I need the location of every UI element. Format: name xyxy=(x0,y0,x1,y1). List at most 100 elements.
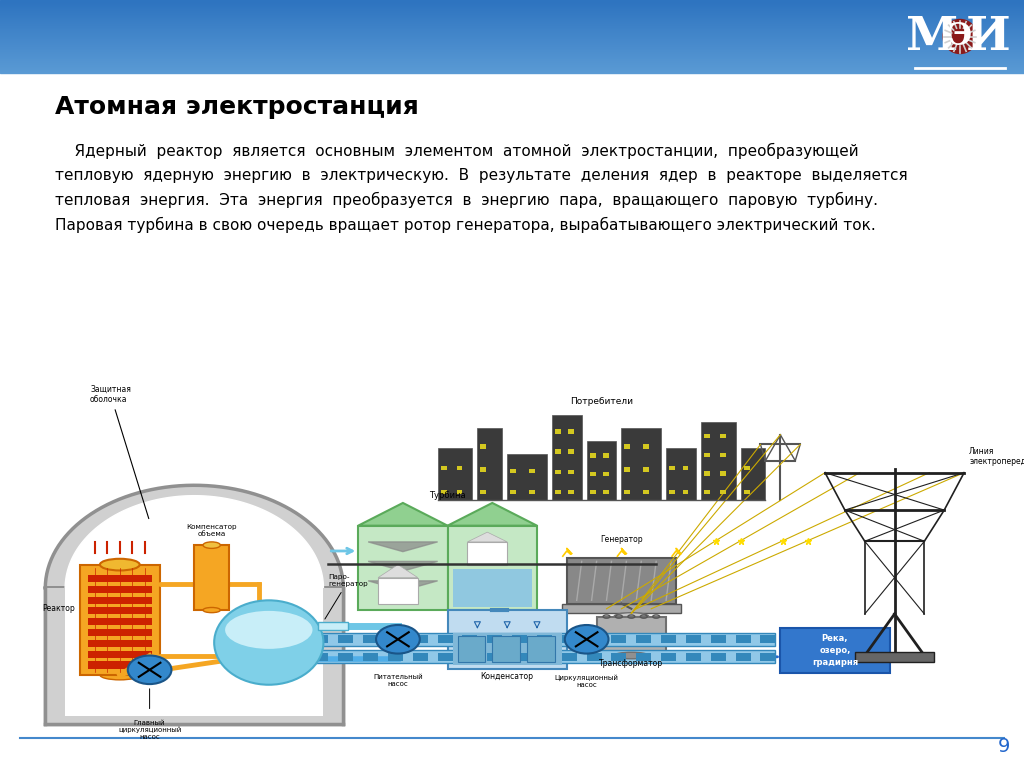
Bar xyxy=(711,653,726,660)
Bar xyxy=(568,490,574,495)
Bar xyxy=(264,653,279,660)
Bar xyxy=(88,650,152,657)
Bar xyxy=(338,635,353,643)
Bar xyxy=(528,490,535,495)
Bar xyxy=(720,490,726,495)
Bar xyxy=(552,415,582,500)
Polygon shape xyxy=(0,34,1024,35)
Bar xyxy=(289,653,303,660)
Bar xyxy=(457,465,463,470)
Bar xyxy=(338,653,353,660)
Bar xyxy=(88,597,152,604)
Bar xyxy=(562,635,577,643)
Bar xyxy=(590,453,596,458)
Bar xyxy=(636,653,651,660)
Polygon shape xyxy=(0,63,1024,64)
Bar xyxy=(780,627,890,673)
Bar xyxy=(195,545,229,610)
Polygon shape xyxy=(0,1,1024,2)
Polygon shape xyxy=(447,503,537,525)
Polygon shape xyxy=(0,10,1024,11)
Polygon shape xyxy=(0,0,1024,1)
Bar xyxy=(611,653,627,660)
Bar xyxy=(437,635,453,643)
Text: Реактор: Реактор xyxy=(42,604,75,614)
Bar xyxy=(440,490,446,495)
Polygon shape xyxy=(0,58,1024,59)
Bar xyxy=(458,636,485,662)
Bar xyxy=(80,564,160,675)
Polygon shape xyxy=(0,67,1024,68)
Bar xyxy=(512,635,527,643)
Polygon shape xyxy=(0,22,1024,23)
Bar xyxy=(625,467,631,472)
Bar xyxy=(264,635,279,643)
Polygon shape xyxy=(0,23,1024,24)
Bar xyxy=(88,586,152,593)
Bar xyxy=(703,490,710,495)
Bar xyxy=(611,635,627,643)
Bar xyxy=(555,490,561,495)
Bar xyxy=(855,652,934,662)
Bar xyxy=(643,445,649,449)
Polygon shape xyxy=(0,35,1024,37)
Bar xyxy=(703,434,710,439)
Text: Генератор: Генератор xyxy=(600,535,643,544)
Bar xyxy=(568,429,574,434)
Bar xyxy=(463,635,477,643)
Polygon shape xyxy=(0,71,1024,72)
Text: Ядерный  реактор  является  основным  элементом  атомной  электростанции,  преоб: Ядерный реактор является основным элемен… xyxy=(55,143,907,233)
Bar xyxy=(378,578,418,604)
Polygon shape xyxy=(0,54,1024,55)
Bar xyxy=(512,653,527,660)
Ellipse shape xyxy=(100,559,139,571)
Bar xyxy=(700,422,735,500)
Bar xyxy=(66,588,324,723)
Bar xyxy=(528,468,535,473)
Bar xyxy=(622,429,662,500)
Bar xyxy=(636,635,651,643)
Bar xyxy=(45,716,343,723)
Bar xyxy=(477,429,502,500)
Bar xyxy=(667,448,696,500)
Text: Трансформатор: Трансформатор xyxy=(599,659,664,667)
Bar xyxy=(88,618,152,625)
Bar xyxy=(625,445,631,449)
Bar xyxy=(740,448,766,500)
Text: Потребители: Потребители xyxy=(570,396,633,406)
Polygon shape xyxy=(369,542,437,551)
Bar xyxy=(643,467,649,472)
Bar xyxy=(703,472,710,476)
Text: Конденсатор: Конденсатор xyxy=(480,672,534,680)
Bar xyxy=(480,467,486,472)
Bar xyxy=(603,472,609,476)
Polygon shape xyxy=(0,41,1024,42)
Polygon shape xyxy=(0,68,1024,69)
Polygon shape xyxy=(0,33,1024,34)
Bar xyxy=(358,525,447,610)
Bar xyxy=(453,633,562,665)
Polygon shape xyxy=(0,15,1024,16)
Bar xyxy=(440,465,446,470)
Bar xyxy=(88,607,152,614)
Bar xyxy=(229,633,775,646)
Polygon shape xyxy=(369,561,437,571)
Polygon shape xyxy=(0,57,1024,58)
Bar xyxy=(493,636,520,662)
Ellipse shape xyxy=(614,613,649,621)
Polygon shape xyxy=(358,503,447,525)
Polygon shape xyxy=(0,25,1024,26)
Bar xyxy=(720,434,726,439)
Polygon shape xyxy=(0,31,1024,32)
Text: И: И xyxy=(966,14,1011,59)
Polygon shape xyxy=(0,47,1024,48)
Bar xyxy=(457,490,463,495)
Text: Атомная электростанция: Атомная электростанция xyxy=(55,95,419,119)
Bar xyxy=(364,635,378,643)
Text: Главный
циркуляционный
насос: Главный циркуляционный насос xyxy=(118,720,181,740)
Bar xyxy=(683,465,688,470)
Bar xyxy=(527,636,555,662)
Bar xyxy=(88,640,152,647)
Bar xyxy=(568,470,574,474)
Bar xyxy=(720,452,726,457)
